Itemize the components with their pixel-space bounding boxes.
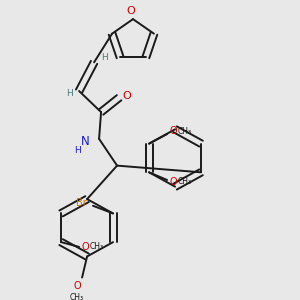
Text: CH₃: CH₃ — [178, 177, 192, 186]
Text: O: O — [123, 91, 131, 101]
Text: O: O — [73, 281, 81, 291]
Text: H: H — [101, 53, 107, 62]
Text: O: O — [81, 242, 89, 252]
Text: CH₃: CH₃ — [178, 127, 192, 136]
Text: CH₃: CH₃ — [90, 242, 104, 251]
Text: CH₃: CH₃ — [70, 293, 84, 300]
Text: H: H — [66, 89, 73, 98]
Text: Br: Br — [76, 198, 86, 208]
Text: O: O — [169, 126, 177, 136]
Text: H: H — [74, 146, 80, 155]
Text: O: O — [127, 7, 135, 16]
Text: O: O — [169, 177, 177, 187]
Text: N: N — [81, 135, 89, 148]
